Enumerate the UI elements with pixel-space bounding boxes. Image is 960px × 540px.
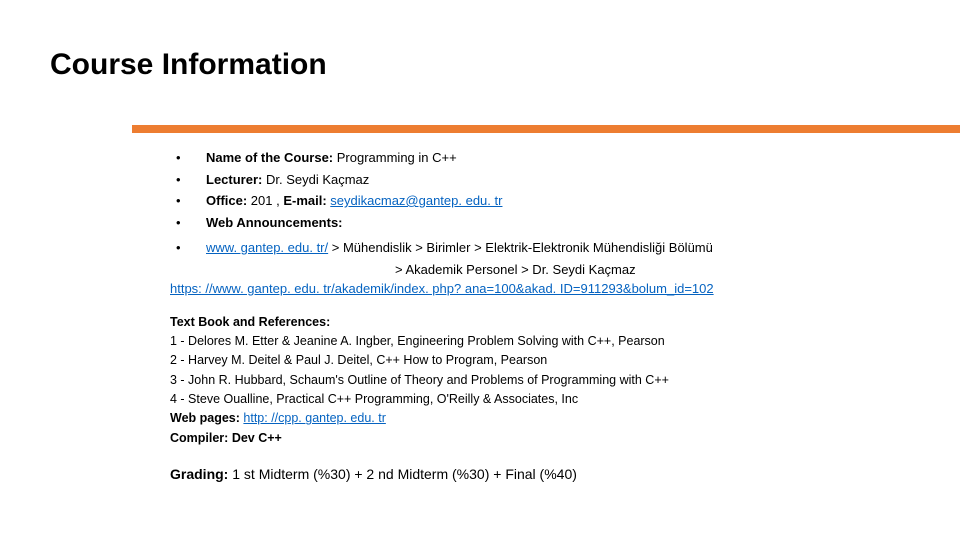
value-grading: 1 st Midterm (%30) + 2 nd Midterm (%30) … (228, 466, 577, 482)
label-compiler: Compiler: (170, 431, 232, 445)
value-office: 201 , (247, 193, 283, 208)
label-email: E-mail: (283, 193, 326, 208)
label-web-pages: Web pages: (170, 411, 243, 425)
root-site-link[interactable]: www. gantep. edu. tr/ (206, 240, 328, 255)
bullet-office-email: • Office: 201 , E-mail: seydikacmaz@gant… (170, 191, 900, 211)
reference-2: 2 - Harvey M. Deitel & Paul J. Deitel, C… (170, 351, 900, 370)
bullet-nav-path: • www. gantep. edu. tr/ > Mühendislik > … (170, 238, 900, 258)
web-pages-link[interactable]: http: //cpp. gantep. edu. tr (243, 411, 385, 425)
bullet-lecturer: • Lecturer: Dr. Seydi Kaçmaz (170, 170, 900, 190)
references-block: Text Book and References: 1 - Delores M.… (170, 313, 900, 449)
bullet-marker: • (170, 148, 206, 168)
bullet-marker: • (170, 191, 206, 211)
reference-4: 4 - Steve Oualline, Practical C++ Progra… (170, 390, 900, 409)
value-lecturer: Dr. Seydi Kaçmaz (262, 172, 369, 187)
bullet-marker: • (170, 238, 206, 258)
accent-bar (132, 125, 960, 133)
references-heading: Text Book and References: (170, 313, 900, 332)
label-web-announcements: Web Announcements: (206, 215, 343, 230)
bullet-name-of-course: • Name of the Course: Programming in C++ (170, 148, 900, 168)
label-course-name: Name of the Course: (206, 150, 333, 165)
bullet-web-announcements: • Web Announcements: (170, 213, 900, 233)
reference-1: 1 - Delores M. Etter & Jeanine A. Ingber… (170, 332, 900, 351)
grading-line: Grading: 1 st Midterm (%30) + 2 nd Midte… (170, 464, 900, 485)
bullet-marker: • (170, 170, 206, 190)
full-url-link[interactable]: https: //www. gantep. edu. tr/akademik/i… (170, 281, 714, 296)
reference-3: 3 - John R. Hubbard, Schaum's Outline of… (170, 371, 900, 390)
value-compiler: Dev C++ (232, 431, 282, 445)
email-link[interactable]: seydikacmaz@gantep. edu. tr (330, 193, 502, 208)
label-office: Office: (206, 193, 247, 208)
page-title: Course Information (50, 48, 327, 82)
value-course-name: Programming in C++ (333, 150, 457, 165)
breadcrumb-line2: > Akademik Personel > Dr. Seydi Kaçmaz (170, 260, 900, 280)
label-lecturer: Lecturer: (206, 172, 262, 187)
content-area: • Name of the Course: Programming in C++… (170, 148, 900, 485)
bullet-marker: • (170, 213, 206, 233)
breadcrumb-line1: > Mühendislik > Birimler > Elektrik-Elek… (328, 240, 713, 255)
label-grading: Grading: (170, 466, 228, 482)
